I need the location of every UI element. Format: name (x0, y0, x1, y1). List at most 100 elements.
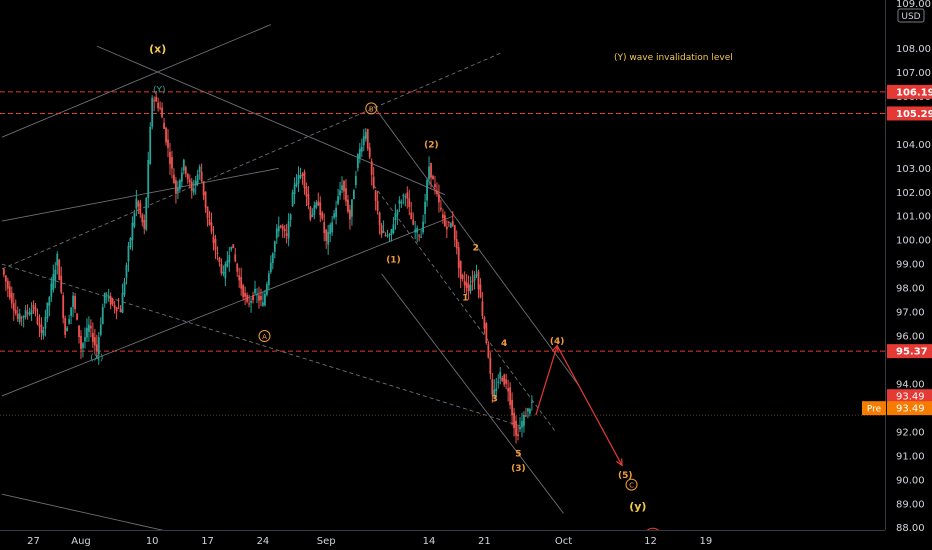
candle-body (477, 271, 480, 290)
candle-body (329, 224, 332, 234)
candle-body (26, 312, 29, 314)
candle-body (432, 175, 434, 180)
candle-body (428, 166, 430, 180)
candle-body (72, 295, 74, 308)
candle-body (86, 327, 88, 338)
candle-body (299, 175, 302, 179)
candle-body (519, 426, 521, 430)
last-price-badge: 93.49 (896, 392, 925, 403)
candle-body (467, 283, 470, 292)
candle-body (501, 377, 504, 382)
candle-body (489, 357, 492, 374)
candle-body (151, 97, 154, 127)
candle-body (244, 292, 247, 297)
candle-body (277, 226, 280, 232)
candle-body (242, 285, 245, 297)
candle-body (378, 212, 381, 226)
candle-body (493, 389, 496, 397)
candle-body (50, 283, 53, 297)
candle-body (194, 180, 197, 186)
invalidation-annotation: (Y) wave invalidation level (614, 53, 733, 63)
candle-body (218, 257, 221, 262)
candle-body (214, 238, 217, 251)
candle-body (119, 309, 122, 313)
candle-body (196, 174, 199, 184)
candle-body (93, 337, 96, 346)
candle-body (283, 228, 286, 232)
candle-body (265, 284, 268, 295)
last-price-badge-box (887, 389, 932, 404)
candle-body (394, 214, 397, 221)
candle-body (430, 162, 432, 178)
candle-body (309, 207, 312, 220)
wave-label-9: 3 (492, 394, 498, 404)
trendline-1 (1, 24, 272, 138)
x-axis[interactable]: 27 Aug 10 17 24 Sep 14 21 Oct 12 19 (27, 536, 712, 547)
candle-body (175, 180, 177, 194)
candle-body (145, 198, 148, 230)
candle-body (240, 277, 243, 289)
candle-body (275, 228, 278, 239)
candle-body (422, 221, 425, 233)
candle-body (356, 154, 359, 169)
candle-body (262, 302, 264, 306)
candle-body (88, 324, 90, 332)
candle-body (398, 200, 401, 204)
candle-body (388, 234, 391, 236)
candle-body (248, 303, 250, 305)
wave-label-12: (3) (511, 464, 526, 474)
candle-body (475, 274, 478, 276)
candle-body (358, 148, 361, 159)
candle-body (434, 184, 436, 188)
candle-body (74, 295, 76, 310)
candle-body (281, 225, 284, 230)
candle-body (32, 304, 35, 309)
candle-body (48, 296, 51, 306)
wave-label-8: 2 (473, 243, 479, 253)
candle-body (80, 335, 82, 350)
currency-badge-box[interactable] (897, 8, 925, 23)
candle-body (376, 200, 379, 211)
candle-body (123, 281, 126, 295)
candle-body (491, 379, 494, 395)
candle-body (335, 207, 337, 217)
candle-body (190, 181, 193, 191)
candle-body (410, 212, 413, 220)
candle-body (459, 260, 462, 279)
candle-body (149, 126, 152, 164)
price-badge-box-2 (887, 344, 932, 359)
candle-body (68, 319, 71, 324)
candle-body (206, 206, 209, 219)
candle-body (40, 325, 43, 334)
candle-body (228, 255, 231, 263)
y-tick-label: 89.00 (896, 499, 925, 510)
candle-body (64, 318, 67, 335)
candle-body (264, 294, 266, 306)
candle-body (424, 201, 426, 215)
candle-body (269, 262, 272, 273)
price-badge-box-0 (887, 84, 932, 99)
candle-body (54, 269, 57, 281)
candle-body (24, 310, 27, 317)
candle-body (327, 231, 330, 245)
candle-body (317, 201, 320, 206)
candle-body (457, 247, 460, 269)
candle-body (347, 199, 349, 212)
candle-body (14, 309, 17, 314)
candle-body (202, 181, 205, 196)
candle-body (443, 215, 446, 227)
candle-body (4, 275, 7, 282)
candle-body (169, 151, 171, 165)
candle-body (232, 244, 235, 248)
candle-body (42, 330, 45, 336)
candle-body (171, 157, 173, 169)
price-badge-0: 106.19 (896, 87, 932, 98)
candle-body (345, 188, 347, 202)
candle-body (441, 214, 444, 218)
candle-body (173, 174, 175, 184)
price-badge-box-1 (887, 106, 932, 121)
candle-body (374, 190, 377, 202)
candle-body (412, 219, 415, 225)
